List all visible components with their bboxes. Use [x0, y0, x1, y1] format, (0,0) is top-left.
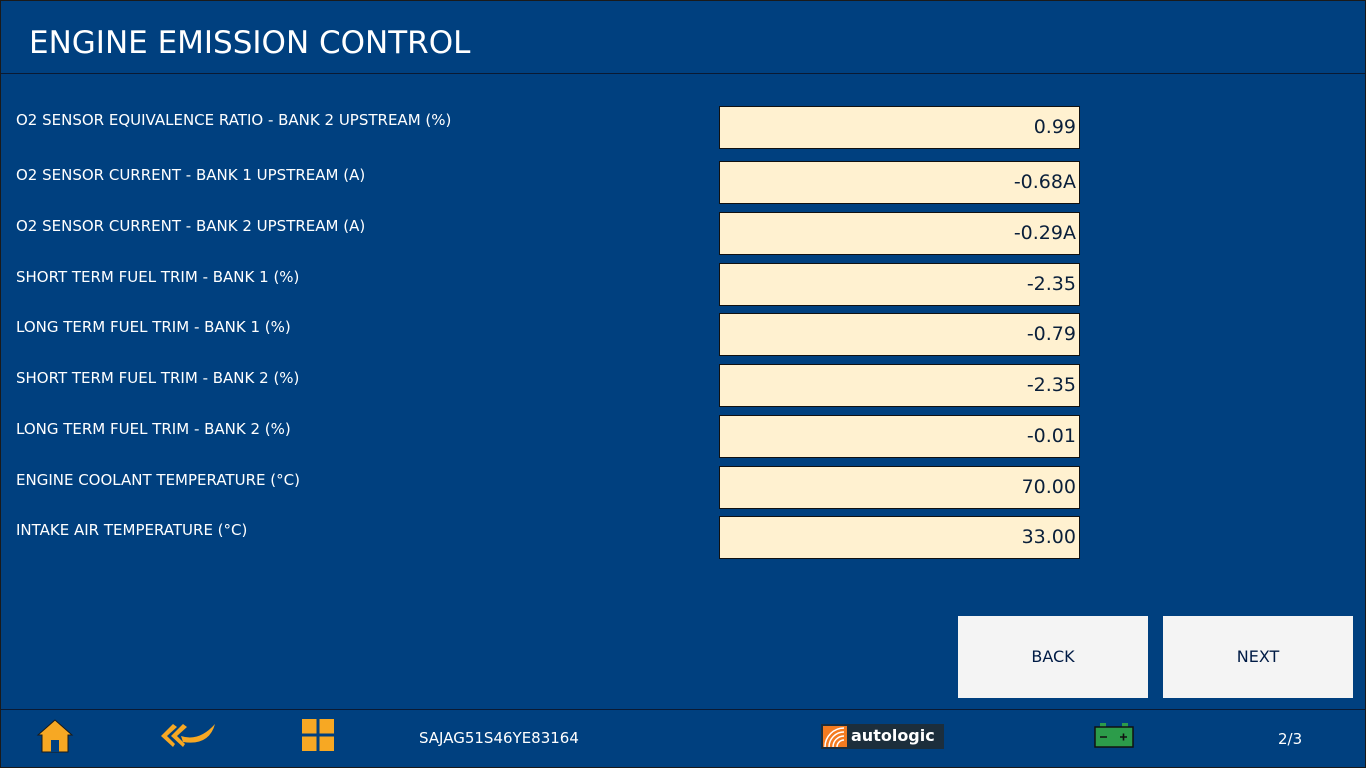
page-indicator: 2/3 [1278, 730, 1303, 748]
parameter-value: -0.79 [719, 313, 1080, 356]
parameter-value: 70.00 [719, 466, 1080, 509]
parameter-value: 33.00 [719, 516, 1080, 559]
parameter-value: -0.68A [719, 161, 1080, 204]
parameter-label: O2 SENSOR CURRENT - BANK 2 UPSTREAM (A) [16, 217, 366, 235]
logo: autologic [821, 724, 944, 749]
next-button[interactable]: NEXT [1163, 616, 1353, 698]
back-icon[interactable] [159, 720, 217, 750]
home-icon[interactable] [36, 718, 74, 754]
parameter-label: INTAKE AIR TEMPERATURE (°C) [16, 521, 248, 539]
parameter-label: LONG TERM FUEL TRIM - BANK 2 (%) [16, 420, 291, 438]
battery-icon [1094, 723, 1134, 748]
parameter-value: -2.35 [719, 263, 1080, 306]
menu-icon[interactable] [302, 719, 334, 751]
parameter-value: 0.99 [719, 106, 1080, 149]
logo-text: autologic [851, 726, 935, 745]
vin: SAJAG51S46YE83164 [419, 729, 579, 747]
logo-mark [823, 726, 847, 747]
parameter-label: LONG TERM FUEL TRIM - BANK 1 (%) [16, 318, 291, 336]
parameter-value: -0.01 [719, 415, 1080, 458]
parameter-value: -2.35 [719, 364, 1080, 407]
page-title: ENGINE EMISSION CONTROL [29, 25, 471, 61]
parameter-label: O2 SENSOR CURRENT - BANK 1 UPSTREAM (A) [16, 166, 366, 184]
header: ENGINE EMISSION CONTROL [1, 1, 1365, 74]
parameter-label: SHORT TERM FUEL TRIM - BANK 2 (%) [16, 369, 300, 387]
parameter-value: -0.29A [719, 212, 1080, 255]
parameter-label: SHORT TERM FUEL TRIM - BANK 1 (%) [16, 268, 300, 286]
footer: SAJAG51S46YE83164 autologic 2/3 [1, 709, 1365, 768]
parameter-label: O2 SENSOR EQUIVALENCE RATIO - BANK 2 UPS… [16, 111, 452, 129]
parameter-label: ENGINE COOLANT TEMPERATURE (°C) [16, 471, 300, 489]
back-button[interactable]: BACK [958, 616, 1148, 698]
